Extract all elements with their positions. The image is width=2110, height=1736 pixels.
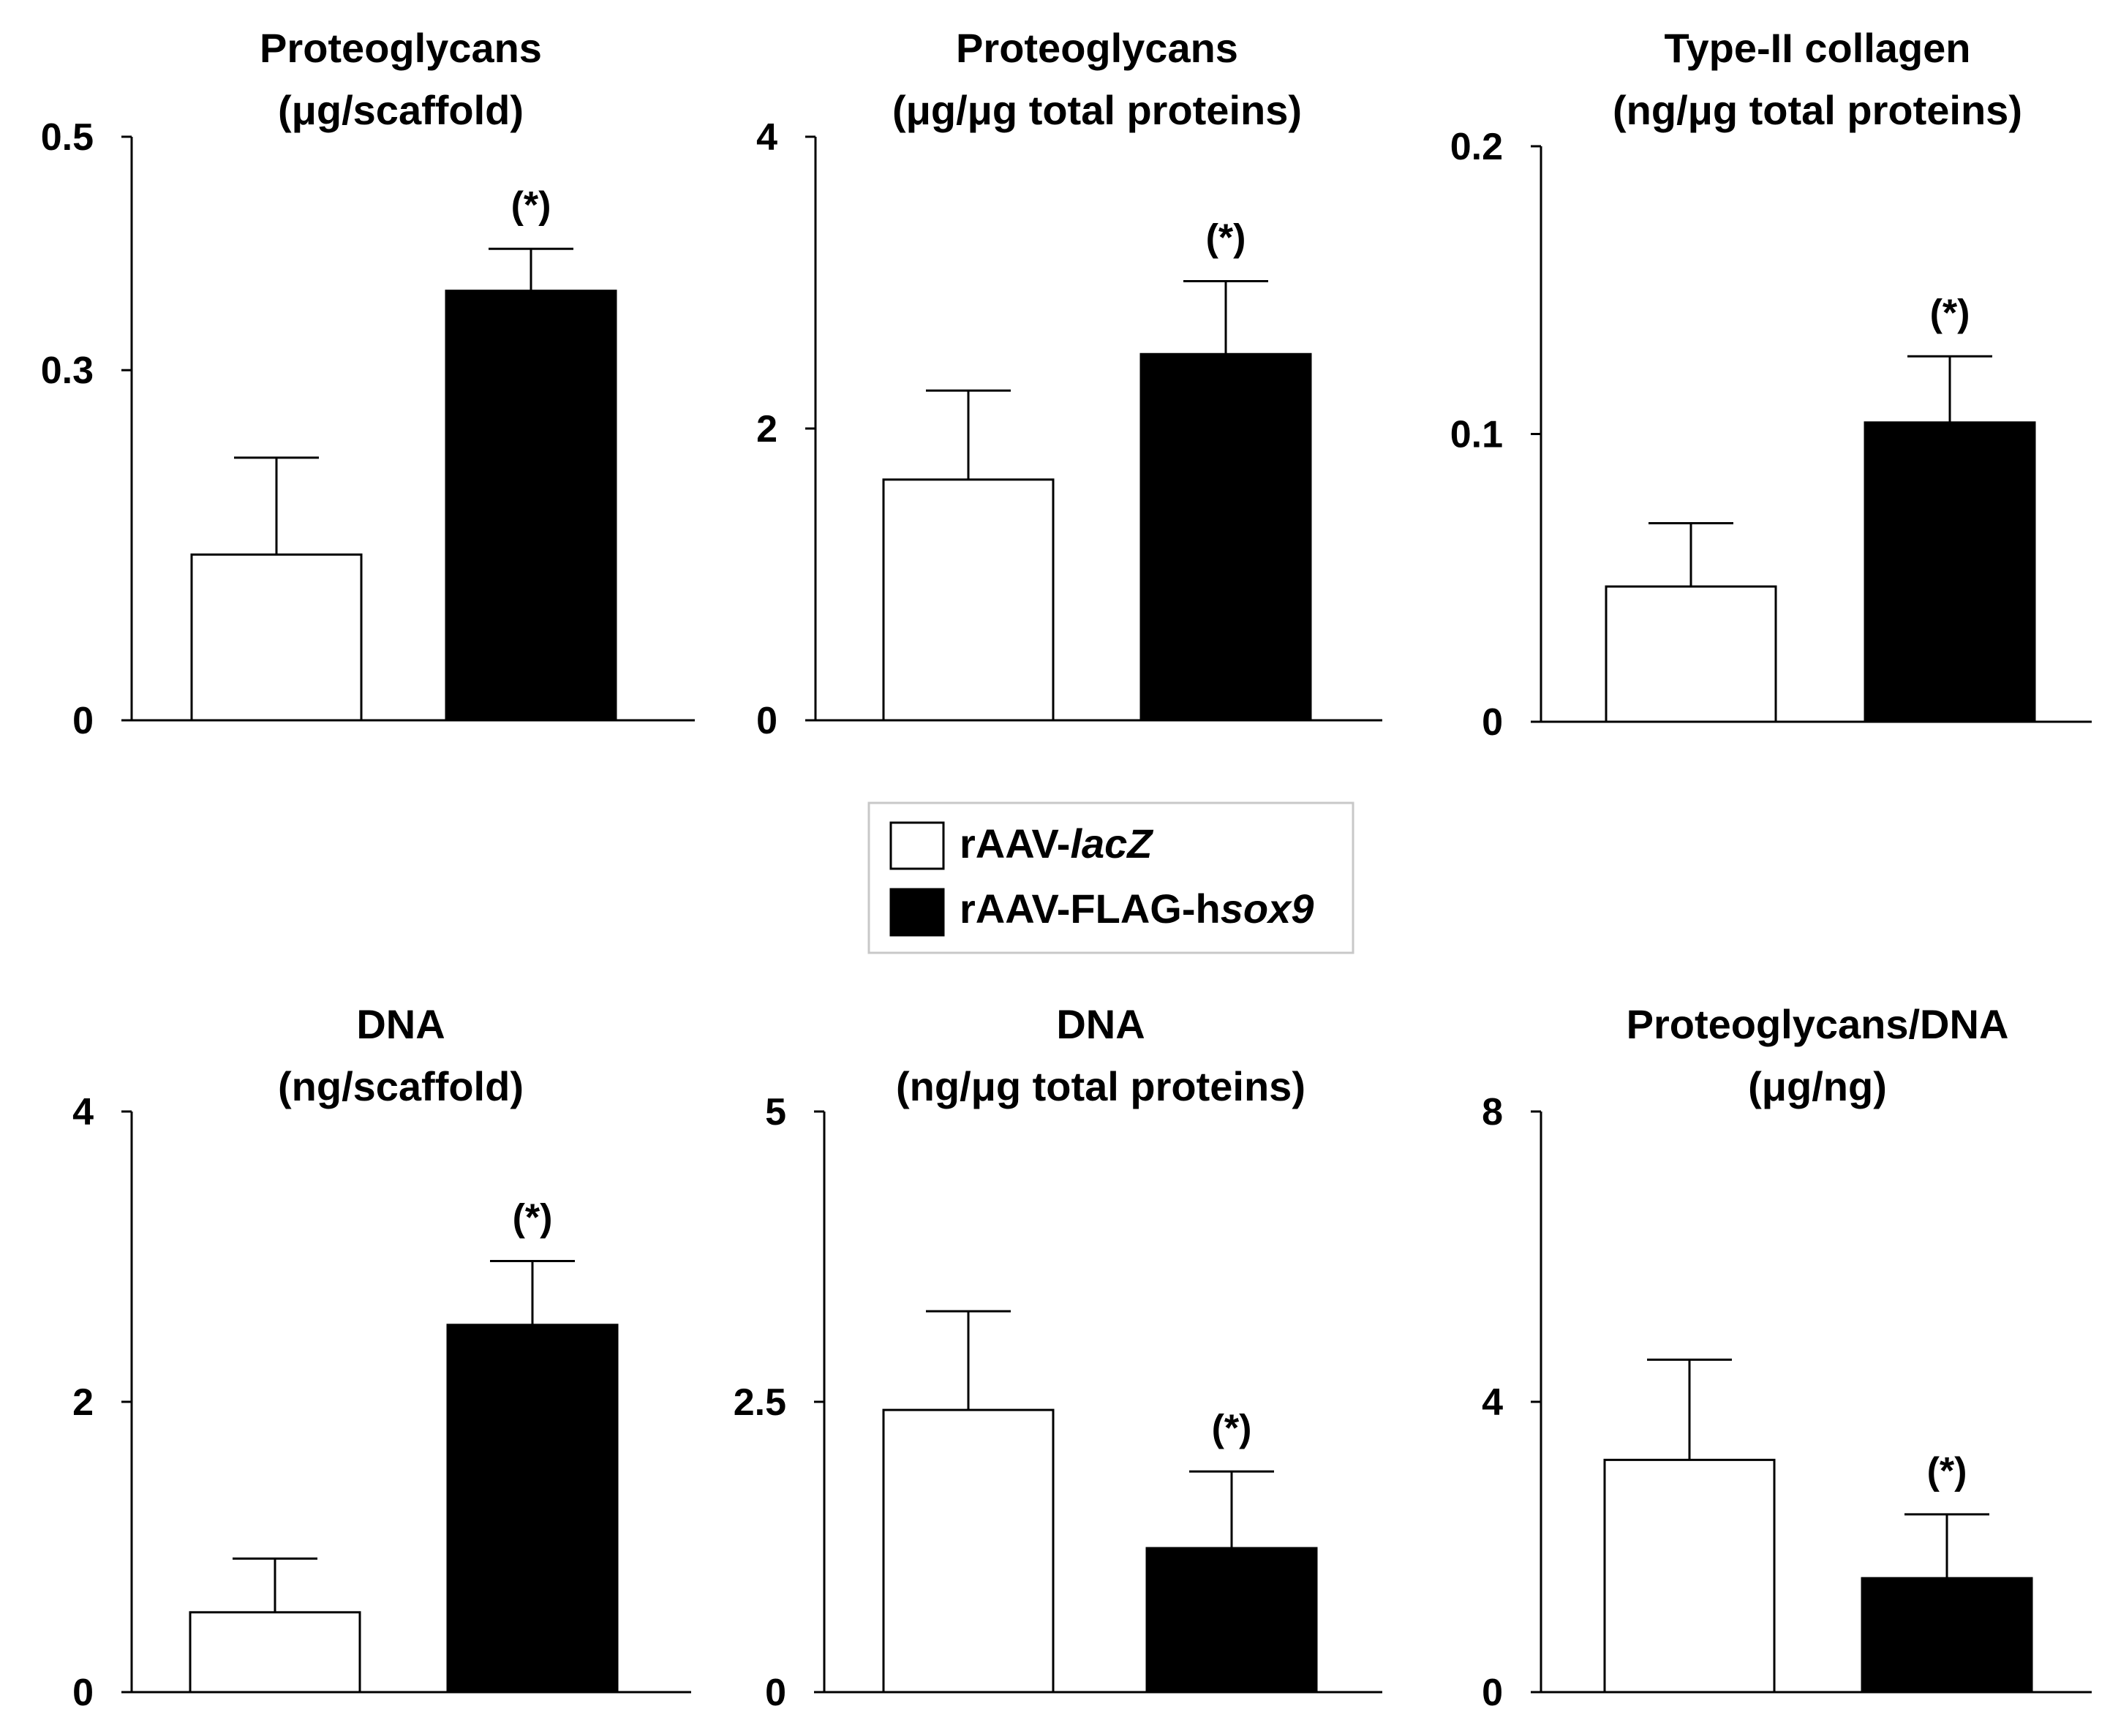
bar-lacz xyxy=(190,553,363,722)
y-tick-label: 0.1 xyxy=(1450,414,1503,456)
chart-title-line-1: DNA xyxy=(1056,1001,1145,1047)
chart-title-line-2: (μg/μg total proteins) xyxy=(892,87,1302,133)
significance-mark: (*) xyxy=(1206,217,1246,260)
y-tick-label: 0.2 xyxy=(1450,126,1503,168)
y-tick-label: 5 xyxy=(765,1091,786,1133)
chart-title-line-2: (ng/scaffold) xyxy=(278,1063,524,1109)
significance-mark: (*) xyxy=(1930,292,1970,334)
chart-panel-5: DNA (ng/μg total proteins) 0 2.5 5 (*) xyxy=(734,1001,1382,1714)
y-tick-label: 0 xyxy=(1482,1672,1503,1714)
chart-title-line-1: Proteoglycans/DNA xyxy=(1627,1001,2009,1047)
bar-sox9 xyxy=(445,290,617,722)
y-tick-label: 2.5 xyxy=(734,1381,786,1424)
significance-mark: (*) xyxy=(1927,1450,1967,1492)
chart-title-line-1: Proteoglycans xyxy=(956,25,1238,71)
significance-mark: (*) xyxy=(511,184,551,227)
chart-panels: Proteoglycans(μg/scaffold)00.30.5(*)Prot… xyxy=(41,25,2092,1714)
chart-panel-3: Type-II collagen (ng/μg total proteins) 0 0… xyxy=(1450,25,2092,744)
bar-sox9 xyxy=(1139,352,1312,722)
bar-lacz xyxy=(1603,1458,1776,1694)
significance-mark: (*) xyxy=(513,1196,553,1239)
legend-swatch-sox9 xyxy=(889,888,945,937)
y-tick-label: 0 xyxy=(765,1672,786,1714)
chart-panel-2: Proteoglycans (μg/μg total proteins) 0 2 4 (*… xyxy=(756,25,1382,742)
chart-title-line-2: (ng/μg total proteins) xyxy=(1613,87,2022,133)
chart-panel-6: Proteoglycans/DNA (μg/ng) 0 4 8 (*) xyxy=(1482,1001,2092,1714)
bar-lacz xyxy=(882,1408,1055,1694)
bar-sox9 xyxy=(1861,1577,2033,1694)
bar-lacz xyxy=(882,478,1055,722)
bar-lacz xyxy=(189,1611,361,1694)
legend: rAAV-lacZ rAAV-FLAG-hsox9 xyxy=(867,801,1354,954)
bar-sox9 xyxy=(1864,421,2036,723)
chart-title-line-2: (μg/ng) xyxy=(1748,1063,1887,1109)
chart-title-line-1: Type-II collagen xyxy=(1664,25,1970,71)
legend-label-sox9: rAAV-FLAG-hsox9 xyxy=(960,886,1314,932)
y-tick-label: 4 xyxy=(756,116,777,159)
y-tick-label: 2 xyxy=(72,1381,94,1424)
y-tick-label: 0 xyxy=(72,1672,94,1714)
chart-panel-1: Proteoglycans (μg/scaffold) 0 0.3 0.5 (*) xyxy=(41,25,695,742)
y-tick-label: 0.5 xyxy=(41,116,94,159)
chart-title-line-2: (ng/μg total proteins) xyxy=(896,1063,1305,1109)
bar-sox9 xyxy=(1145,1547,1318,1694)
y-tick-label: 0 xyxy=(1482,701,1503,744)
y-tick-label: 8 xyxy=(1482,1091,1503,1133)
y-tick-label: 0 xyxy=(72,700,94,742)
chart-title-line-1: DNA xyxy=(356,1001,445,1047)
chart-title-line-1: Proteoglycans xyxy=(260,25,542,71)
legend-border xyxy=(867,801,1354,954)
y-tick-label: 2 xyxy=(756,408,777,450)
bar-lacz xyxy=(1605,585,1777,723)
y-tick-label: 0 xyxy=(756,700,777,742)
legend-label-lacz: rAAV-lacZ xyxy=(960,820,1153,867)
y-tick-label: 4 xyxy=(1482,1381,1503,1424)
significance-mark: (*) xyxy=(1212,1407,1252,1449)
y-tick-label: 0.3 xyxy=(41,350,94,392)
bar-sox9 xyxy=(446,1324,619,1694)
chart-title-line-2: (μg/scaffold) xyxy=(278,87,524,133)
legend-swatch-lacz xyxy=(889,821,945,870)
chart-panel-4: DNA (ng/scaffold) 0 2 4 (*) xyxy=(72,1001,691,1714)
y-tick-label: 4 xyxy=(72,1091,94,1133)
